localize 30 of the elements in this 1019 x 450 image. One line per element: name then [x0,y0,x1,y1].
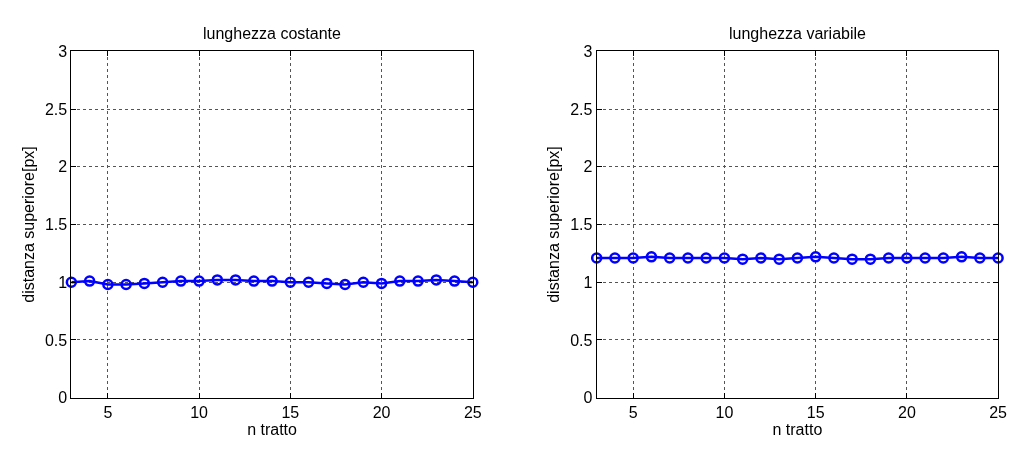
x-tick-label: 10 [190,403,209,421]
y-tick-label: 0 [58,389,68,407]
y-tick-label: 2.5 [44,100,68,118]
y-tick-label: 1.5 [570,216,593,234]
y-tick-label: 1 [58,273,68,291]
x-axis-title: n tratto [772,420,823,438]
y-tick-label: 0 [583,389,593,407]
y-axis-title: distanza superiore[px] [19,146,37,303]
x-tick-label: 20 [897,403,916,421]
y-tick-label: 0.5 [570,331,593,349]
x-tick-label: 5 [103,403,113,421]
y-tick-label: 2 [58,158,68,176]
chart-title: lunghezza variabile [729,25,867,42]
x-tick-label: 20 [372,403,391,421]
x-axis-title: n tratto [247,420,298,438]
x-tick-label: 25 [463,403,482,421]
x-tick-label: 5 [628,403,638,421]
y-tick-label: 0.5 [44,331,68,349]
y-tick-label: 3 [583,42,593,60]
chart-title: lunghezza costante [203,25,341,42]
y-axis-title: distanza superiore[px] [545,146,563,303]
x-tick-label: 10 [715,403,734,421]
x-tick-label: 15 [806,403,825,421]
x-tick-label: 25 [989,403,1008,421]
y-tick-label: 1.5 [44,216,68,234]
y-tick-label: 2 [583,158,593,176]
y-tick-label: 1 [583,273,593,291]
y-tick-label: 3 [58,42,68,60]
y-tick-label: 2.5 [570,100,593,118]
x-tick-label: 15 [281,403,300,421]
